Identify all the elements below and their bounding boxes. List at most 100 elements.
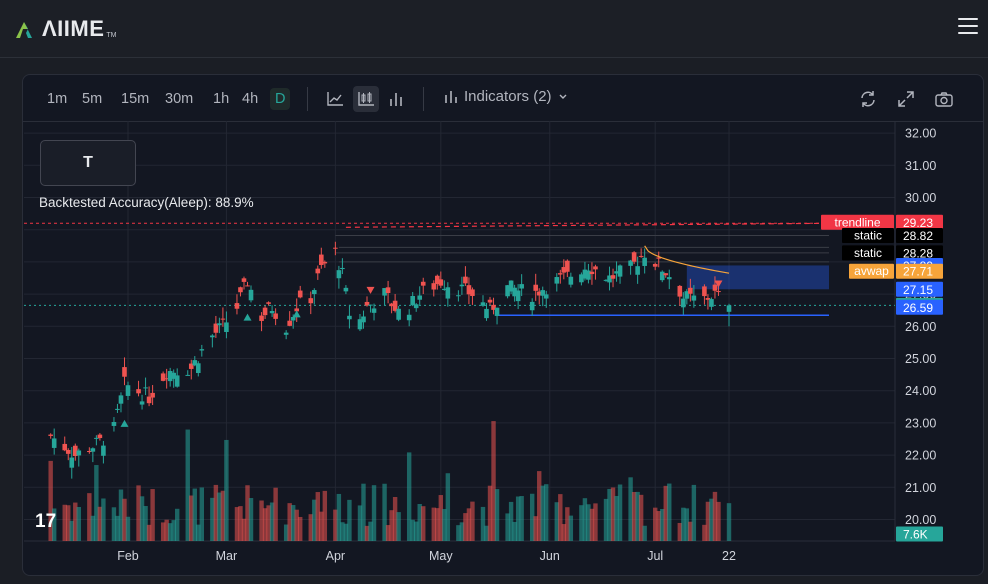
volume-bar xyxy=(171,520,176,541)
volume-bar xyxy=(491,421,496,541)
candle-body xyxy=(217,323,222,326)
candle-body xyxy=(603,279,609,281)
chevron-down-icon xyxy=(559,94,567,99)
volume-bar xyxy=(392,497,398,541)
volume-bar xyxy=(396,512,401,541)
volume-bar xyxy=(125,516,131,541)
timeframe-1h[interactable]: 1h xyxy=(213,91,230,107)
volume-bar xyxy=(368,521,373,541)
candle-body xyxy=(357,319,363,330)
candle-body xyxy=(368,304,373,306)
timeframe-5m[interactable]: 5m xyxy=(82,91,103,107)
candle-body xyxy=(87,450,92,453)
volume-bar xyxy=(688,521,693,541)
candle-body xyxy=(536,291,542,296)
candle-body xyxy=(90,448,96,452)
candle-body xyxy=(491,304,496,310)
top-bar: ΛIIME TM xyxy=(0,0,988,58)
volume-bar xyxy=(66,505,71,541)
menu-icon[interactable] xyxy=(958,18,978,34)
volume-bar xyxy=(568,515,574,541)
candles-icon[interactable] xyxy=(353,86,379,112)
line-chart-icon[interactable] xyxy=(322,86,348,112)
candle-body xyxy=(617,265,623,277)
volume-bar xyxy=(712,491,718,541)
indicators-button[interactable]: Indicators (2) xyxy=(444,88,568,105)
x-axis-tick-label: Jun xyxy=(540,549,560,563)
candle-body xyxy=(364,301,370,306)
level-value-badge xyxy=(896,214,943,230)
timeframe-d[interactable]: D xyxy=(270,88,291,110)
candle-body xyxy=(442,288,447,290)
candle-body xyxy=(484,308,489,319)
ticker-button[interactable]: T xyxy=(40,140,136,186)
level-name-badge xyxy=(821,214,894,230)
level-name: avwap xyxy=(854,264,889,278)
timeframe-30m[interactable]: 30m xyxy=(165,91,194,107)
volume-bar xyxy=(656,511,661,541)
candle-body xyxy=(434,275,440,285)
volume-bar xyxy=(642,525,647,541)
price-chart[interactable]: 32.0031.0030.0029.0028.0027.0026.0025.00… xyxy=(23,75,983,575)
candle-body xyxy=(311,290,317,295)
candle-body xyxy=(505,285,510,297)
candle-body xyxy=(561,267,567,273)
candle-body xyxy=(146,396,152,404)
volume-bar xyxy=(97,506,103,541)
candle-body xyxy=(115,408,120,410)
candle-body xyxy=(389,303,394,307)
refresh-icon[interactable] xyxy=(855,86,881,112)
volume-bar xyxy=(143,506,148,541)
volume-bar xyxy=(529,493,535,541)
volume-bar xyxy=(480,506,486,541)
volume-bar xyxy=(343,523,349,541)
volume-bar xyxy=(175,508,180,541)
candle-body xyxy=(333,247,338,249)
volume-bar xyxy=(259,500,264,541)
x-axis-tick-label: Mar xyxy=(216,549,238,563)
candle-body xyxy=(459,284,465,287)
volume-bar xyxy=(382,483,387,541)
candle-body xyxy=(195,363,201,374)
volume-bar xyxy=(466,508,472,541)
candle-body xyxy=(185,374,191,376)
toolbar-divider xyxy=(307,87,308,111)
candle-body xyxy=(297,290,303,298)
brand-logo[interactable]: ΛIIME TM xyxy=(14,14,117,44)
camera-icon[interactable] xyxy=(931,86,957,112)
timeframe-4h[interactable]: 4h xyxy=(242,91,259,107)
candle-body xyxy=(118,395,124,404)
y-axis-tick-label: 32.00 xyxy=(905,127,936,141)
candle-body xyxy=(635,266,640,275)
candle-body xyxy=(371,308,377,313)
candle-body xyxy=(494,307,500,316)
candle-body xyxy=(533,284,539,291)
volume-bar xyxy=(294,509,299,541)
timeframe-15m[interactable]: 15m xyxy=(121,91,150,107)
indicators-label: Indicators (2) xyxy=(464,88,552,105)
level-name-badge xyxy=(842,245,894,261)
candle-body xyxy=(171,372,176,379)
bars-icon[interactable] xyxy=(383,86,409,112)
candle-body xyxy=(392,300,398,311)
tradingview-logo-icon: 17 xyxy=(35,511,56,532)
candle-body xyxy=(677,285,683,297)
candle-body xyxy=(568,276,574,285)
candle-body xyxy=(315,268,321,274)
candle-body xyxy=(51,438,57,448)
level-value: 7.6K xyxy=(903,528,928,542)
candle-body xyxy=(529,301,535,311)
candle-body xyxy=(97,434,103,439)
volume-bar xyxy=(421,506,426,541)
timeframe-1m[interactable]: 1m xyxy=(47,91,68,107)
fullscreen-icon[interactable] xyxy=(893,86,919,112)
volume-bar xyxy=(505,513,510,541)
candle-body xyxy=(466,285,472,295)
candle-body xyxy=(631,252,637,262)
volume-bar xyxy=(537,471,542,541)
volume-bar xyxy=(241,518,247,541)
level-value-badge xyxy=(896,245,943,261)
candle-body xyxy=(248,289,254,301)
candle-body xyxy=(336,270,342,279)
candle-body xyxy=(174,375,180,387)
